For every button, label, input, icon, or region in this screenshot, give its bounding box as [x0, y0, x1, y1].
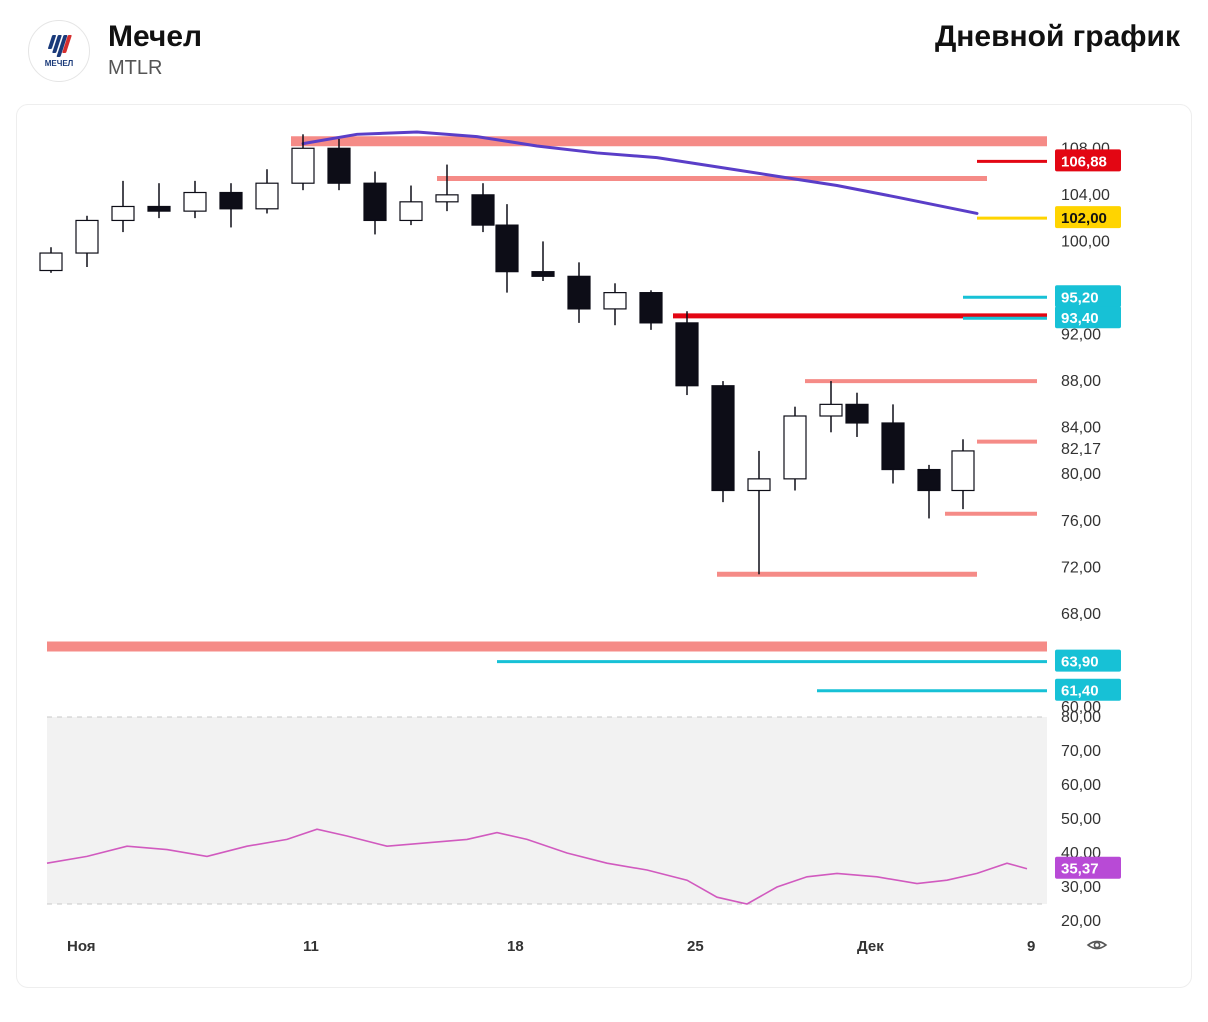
candle-body: [712, 386, 734, 491]
price-axis-label: 104,00: [1061, 187, 1110, 204]
candle-body: [882, 423, 904, 470]
price-axis-label: 76,00: [1061, 513, 1101, 530]
candle-body: [292, 148, 314, 183]
candle-body: [220, 193, 242, 209]
x-axis-label: Дек: [857, 938, 884, 955]
price-tag-label: 61,40: [1061, 683, 1099, 700]
rsi-axis-label: 60,00: [1061, 777, 1101, 794]
candle-body: [400, 202, 422, 221]
chart-type-label: Дневной график: [935, 20, 1180, 54]
candle-body: [952, 451, 974, 491]
chart-canvas[interactable]: 108,00104,00100,0092,0088,0084,0082,1780…: [17, 109, 1193, 979]
price-axis-label: 92,00: [1061, 327, 1101, 344]
price-axis-label: 72,00: [1061, 559, 1101, 576]
candle-body: [112, 206, 134, 220]
x-axis-label: 11: [303, 938, 319, 955]
x-axis-label: Ноя: [67, 938, 96, 955]
rsi-axis-label: 20,00: [1061, 913, 1101, 930]
price-axis-label: 88,00: [1061, 373, 1101, 390]
price-tag-label: 106,88: [1061, 153, 1107, 170]
chart-header: МЕЧЕЛ Мечел MTLR Дневной график: [0, 0, 1208, 94]
candle-body: [328, 148, 350, 183]
candle-body: [918, 470, 940, 491]
price-tag-label: 102,00: [1061, 210, 1107, 227]
candle-body: [748, 479, 770, 491]
candle-body: [40, 253, 62, 270]
candle-body: [604, 293, 626, 309]
candle-body: [496, 225, 518, 272]
price-axis-label: 100,00: [1061, 233, 1110, 250]
price-tag-label: 63,90: [1061, 654, 1099, 671]
candle-body: [76, 220, 98, 253]
header-left: МЕЧЕЛ Мечел MTLR: [28, 20, 202, 82]
rsi-axis-label: 70,00: [1061, 743, 1101, 760]
company-name: Мечел: [108, 20, 202, 53]
candle-body: [820, 404, 842, 416]
price-tag-label: 95,20: [1061, 289, 1099, 306]
x-axis-label: 25: [687, 938, 704, 955]
rsi-axis-label: 50,00: [1061, 811, 1101, 828]
candle-body: [640, 293, 662, 323]
visibility-icon[interactable]: [1088, 942, 1106, 949]
candle-body: [472, 195, 494, 225]
rsi-axis-label: 80,00: [1061, 709, 1101, 726]
candle-body: [436, 195, 458, 202]
candle-body: [784, 416, 806, 479]
ticker-symbol: MTLR: [108, 57, 202, 80]
candle-body: [184, 193, 206, 212]
price-axis-label: 80,00: [1061, 466, 1101, 483]
price-tag-label: 93,40: [1061, 310, 1099, 327]
rsi-axis-label: 30,00: [1061, 879, 1101, 896]
company-logo: МЕЧЕЛ: [28, 20, 90, 82]
price-axis-label: 82,17: [1061, 441, 1101, 458]
candle-body: [364, 183, 386, 220]
candle-body: [846, 404, 868, 423]
candle-body: [568, 276, 590, 309]
candle-body: [256, 183, 278, 209]
candle-body: [148, 206, 170, 211]
price-axis-label: 84,00: [1061, 420, 1101, 437]
x-axis-label: 9: [1027, 938, 1035, 955]
logo-text: МЕЧЕЛ: [45, 59, 74, 68]
candle-body: [532, 272, 554, 277]
x-axis-label: 18: [507, 938, 524, 955]
chart-card: 108,00104,00100,0092,0088,0084,0082,1780…: [16, 104, 1192, 988]
candle-body: [676, 323, 698, 386]
rsi-band: [47, 717, 1047, 904]
rsi-tag-label: 35,37: [1061, 861, 1099, 878]
price-axis-label: 68,00: [1061, 606, 1101, 623]
